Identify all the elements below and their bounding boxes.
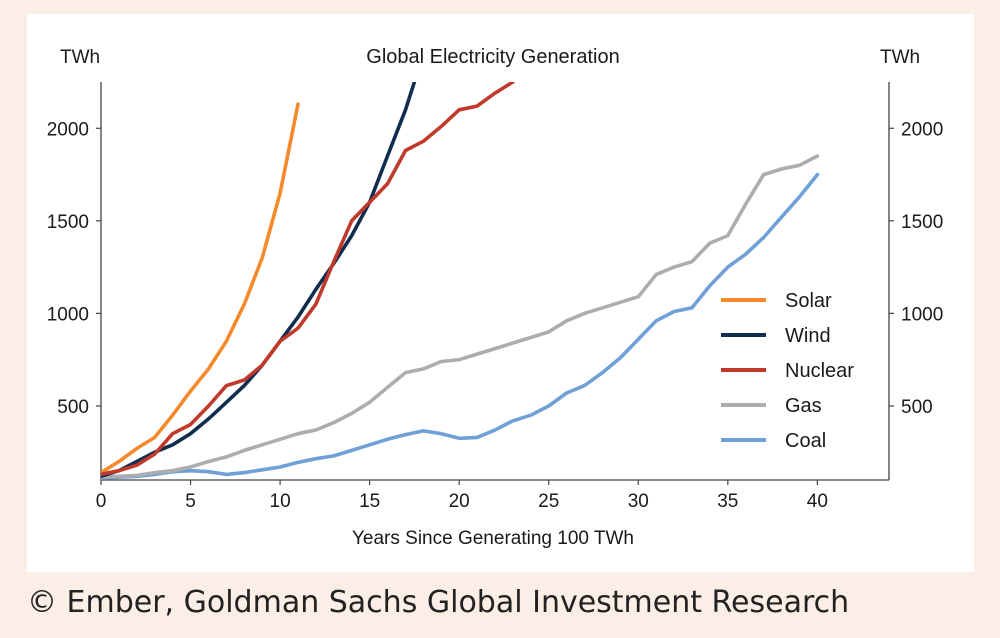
- axes: 0 5 10 15 20 25 30 35 40 500 500 1000 1000 1500 1500 20…: [47, 82, 943, 512]
- y-axis-label-left: TWh: [60, 47, 100, 68]
- series-line-nuclear: [101, 82, 515, 477]
- legend-label-nuclear: Nuclear: [785, 360, 854, 382]
- x-tick-label: 20: [449, 491, 470, 512]
- legend: Solar Wind Nuclear Gas Coal: [721, 290, 854, 452]
- line-chart: Global Electricity Generation TWh TWh Ye…: [47, 46, 944, 549]
- y-axis-label-right: TWh: [880, 47, 920, 68]
- y-tick-label-left: 500: [57, 397, 89, 418]
- y-tick-label-right: 1000: [901, 304, 943, 325]
- x-tick-label: 0: [96, 491, 107, 512]
- series-line-wind: [101, 82, 417, 479]
- x-tick-label: 10: [270, 491, 291, 512]
- chart-card: Global Electricity Generation TWh TWh Ye…: [27, 14, 974, 572]
- series-line-coal: [101, 172, 820, 480]
- series-line-solar: [101, 102, 300, 475]
- x-axis-label: Years Since Generating 100 TWh: [352, 528, 634, 549]
- x-tick-label: 40: [807, 491, 828, 512]
- x-tick-label: 25: [538, 491, 559, 512]
- y-tick-label-right: 500: [901, 397, 933, 418]
- legend-label-coal: Coal: [785, 430, 826, 452]
- source-credit: © Ember, Goldman Sachs Global Investment…: [27, 585, 850, 620]
- y-tick-label-right: 2000: [901, 119, 943, 140]
- y-tick-label-left: 1000: [47, 304, 89, 325]
- x-tick-label: 35: [717, 491, 738, 512]
- legend-label-wind: Wind: [785, 325, 831, 347]
- legend-label-gas: Gas: [785, 395, 822, 417]
- y-tick-label-left: 1500: [47, 212, 89, 233]
- x-tick-label: 5: [185, 491, 196, 512]
- x-tick-label: 15: [359, 491, 380, 512]
- series-layer: [101, 82, 820, 480]
- x-tick-label: 30: [628, 491, 649, 512]
- legend-label-solar: Solar: [785, 290, 832, 312]
- chart-title: Global Electricity Generation: [366, 46, 619, 68]
- series-line-gas: [101, 154, 820, 480]
- y-tick-label-left: 2000: [47, 119, 89, 140]
- y-tick-label-right: 1500: [901, 212, 943, 233]
